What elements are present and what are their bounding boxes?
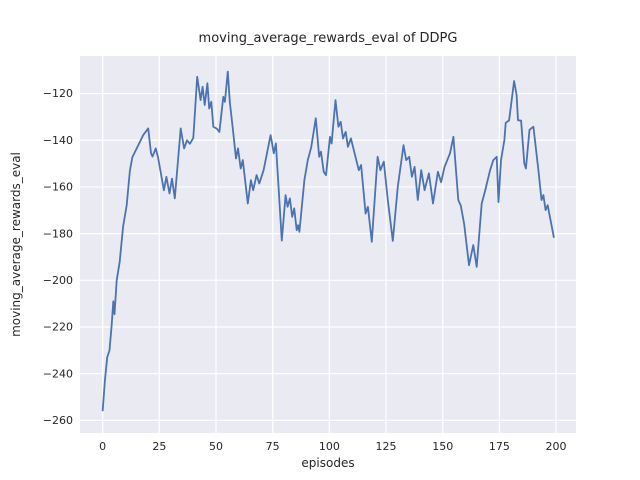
x-tick-label: 200 xyxy=(546,440,567,453)
y-tick-label: −140 xyxy=(43,134,73,147)
y-tick-label: −200 xyxy=(43,274,73,287)
chart-title: moving_average_rewards_eval of DDPG xyxy=(199,31,458,46)
x-tick-label: 0 xyxy=(99,440,106,453)
x-tick-label: 150 xyxy=(432,440,453,453)
y-tick-label: −220 xyxy=(43,321,73,334)
reward-series-line xyxy=(101,70,555,412)
x-tick-label: 175 xyxy=(489,440,510,453)
x-tick-label: 125 xyxy=(376,440,397,453)
gridlines xyxy=(80,56,576,433)
x-tick-label: 75 xyxy=(266,440,280,453)
x-tick-label: 50 xyxy=(209,440,223,453)
y-axis-label: moving_average_rewards_eval xyxy=(9,152,23,337)
plot-area xyxy=(80,56,576,433)
y-tick-label: −180 xyxy=(43,227,73,240)
y-tick-label: −120 xyxy=(43,87,73,100)
x-tick-labels: 0 25 50 75 100 125 150 175 200 xyxy=(99,440,566,453)
x-tick-label: 25 xyxy=(152,440,166,453)
x-axis-label: episodes xyxy=(301,456,354,470)
y-tick-labels: −260 −240 −220 −200 −180 −160 −140 −120 xyxy=(43,87,73,427)
y-tick-label: −160 xyxy=(43,181,73,194)
y-tick-label: −240 xyxy=(43,367,73,380)
y-tick-label: −260 xyxy=(43,414,73,427)
x-tick-label: 100 xyxy=(319,440,340,453)
